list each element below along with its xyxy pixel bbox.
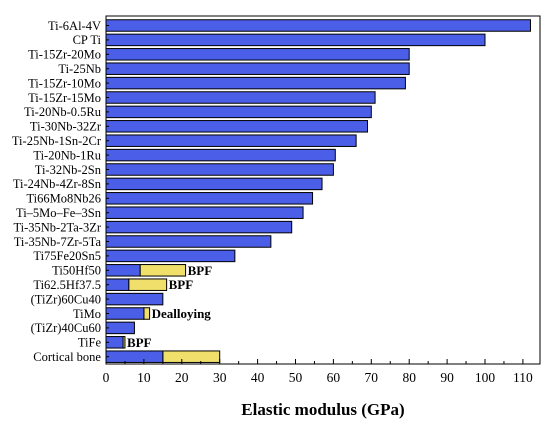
bar [105, 105, 372, 119]
bar [105, 76, 406, 90]
category-label: (TiZr)40Cu60 [31, 321, 101, 335]
bar [105, 48, 410, 61]
category-label: Ti-32Nb-2Sn [35, 163, 102, 177]
bar [105, 292, 164, 306]
category-label: Ti75Fe20Sn5 [33, 249, 101, 263]
x-tick-label: 100 [475, 370, 496, 385]
category-label: (TiZr)60Cu40 [31, 292, 101, 306]
bar [105, 19, 531, 32]
bar-range [143, 307, 151, 320]
x-tick-label: 50 [289, 370, 303, 385]
x-axis-ticks: 0 10 20 30 40 50 60 70 80 90 100 110 [103, 359, 533, 385]
bar [105, 264, 141, 277]
category-label: Ti-15Zr-15Mo [28, 91, 101, 105]
category-label: Ti-35Nb-7Zr-5Ta [14, 235, 102, 249]
x-tick-label: 80 [402, 370, 416, 385]
x-tick-label: 10 [137, 370, 151, 385]
category-label: TiMo [73, 307, 101, 321]
annotation-label: BPF [188, 263, 213, 278]
bar-range [162, 350, 221, 363]
x-tick-label: 70 [365, 370, 379, 385]
x-tick-label: 20 [175, 370, 189, 385]
bar [105, 163, 334, 176]
category-label: CP Ti [73, 33, 102, 47]
bar-range [128, 278, 168, 291]
bar [105, 33, 486, 47]
category-label: Ti-30Nb-32Zr [30, 120, 102, 134]
x-tick-label: 90 [440, 370, 454, 385]
bar [105, 350, 164, 363]
x-tick-label: 0 [103, 370, 110, 385]
category-label: Ti62.5Hf37.5 [33, 278, 101, 292]
bar-range [139, 264, 187, 277]
category-label: Ti-25Nb-1Sn-2Cr [12, 134, 102, 148]
category-label: Ti-15Zr-10Mo [28, 76, 101, 90]
category-label: Ti-20Nb-1Ru [33, 148, 101, 162]
bar [105, 62, 410, 75]
bar [105, 91, 376, 104]
x-tick-label: 40 [251, 370, 265, 385]
category-label: Ti-25Nb [58, 62, 101, 76]
x-axis-title: Elastic modulus (GPa) [241, 400, 404, 419]
annotation-label: Dealloying [152, 306, 212, 321]
category-label: Ti-20Nb-0.5Ru [24, 105, 102, 119]
category-label: TiFe [78, 336, 102, 350]
bar [105, 148, 336, 162]
bars-layer [105, 19, 531, 363]
bar [105, 134, 357, 147]
category-label: Ti66Mo8Nb26 [26, 192, 101, 206]
bar [105, 278, 130, 291]
bar [105, 321, 135, 335]
category-label: Cortical bone [33, 350, 101, 364]
category-label: Ti-6Al-4V [48, 19, 101, 33]
bar [105, 177, 323, 191]
bar [105, 120, 369, 133]
x-tick-label: 30 [213, 370, 227, 385]
bar [105, 220, 293, 234]
bar [105, 206, 304, 219]
category-label: Ti-35Nb-2Ta-3Zr [13, 220, 101, 234]
category-label: Ti50Hf50 [52, 264, 101, 278]
bar [105, 192, 314, 205]
x-tick-label: 110 [513, 370, 533, 385]
category-label: Ti-15Zr-20Mo [28, 48, 101, 62]
category-label: Ti-24Nb-4Zr-8Sn [13, 177, 102, 191]
bar [105, 235, 272, 248]
annotation-label: BPF [127, 335, 152, 350]
bar [105, 307, 145, 320]
annotation-label: BPF [169, 277, 194, 292]
bar [105, 249, 236, 263]
x-tick-label: 60 [327, 370, 341, 385]
category-label: Ti–5Mo–Fe–3Sn [16, 206, 102, 220]
